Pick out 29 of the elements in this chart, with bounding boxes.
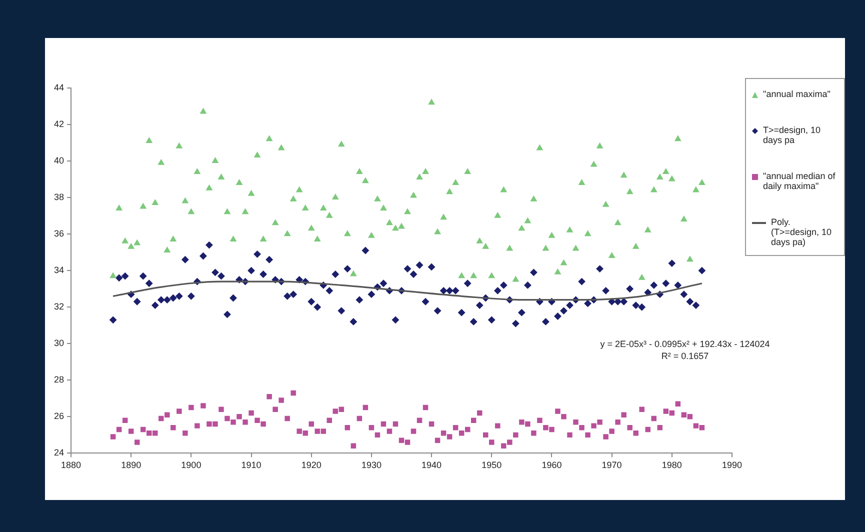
- y-tick-label: 44: [54, 82, 64, 92]
- x-tick-label: 1920: [301, 460, 322, 470]
- y-tick-label: 40: [54, 156, 64, 166]
- legend-label: T>=design, 10 days pa: [763, 125, 822, 145]
- annotation: y = 2E-05x³ - 0.0995x² + 192.43x - 124024: [599, 338, 771, 350]
- y-tick-label: 36: [54, 228, 64, 239]
- x-tick-label: 1990: [722, 460, 742, 470]
- x-tick-label: 1890: [121, 460, 142, 470]
- y-tick-label: 30: [54, 338, 64, 348]
- x-tick-label: 1880: [60, 460, 82, 470]
- x-tick-label: 1910: [241, 460, 262, 470]
- y-tick-label: 26: [54, 411, 64, 422]
- x-tick-label: 1900: [181, 460, 202, 470]
- x-tick-label: 1940: [422, 460, 442, 470]
- x-tick-label: 1980: [662, 460, 682, 470]
- y-tick-label: 42: [54, 119, 64, 130]
- y-tick-label: 32: [54, 302, 64, 312]
- x-tick-label: 1930: [361, 460, 382, 470]
- y-tick-label: 38: [54, 192, 64, 202]
- legend-label: Poly. (T>=design, 10 days pa): [771, 217, 833, 247]
- y-tick-label: 34: [54, 265, 64, 276]
- x-tick-label: 1960: [542, 460, 562, 470]
- legend-label: "annual median of daily maxima": [763, 171, 836, 191]
- y-tick-label: 28: [54, 374, 64, 385]
- legend-label: "annual maxima": [763, 89, 830, 99]
- y-tick-label: 24: [54, 448, 64, 458]
- x-tick-label: 1970: [602, 460, 622, 470]
- annotation: R² = 0.1657: [660, 350, 710, 362]
- x-tick-label: 1950: [482, 460, 502, 470]
